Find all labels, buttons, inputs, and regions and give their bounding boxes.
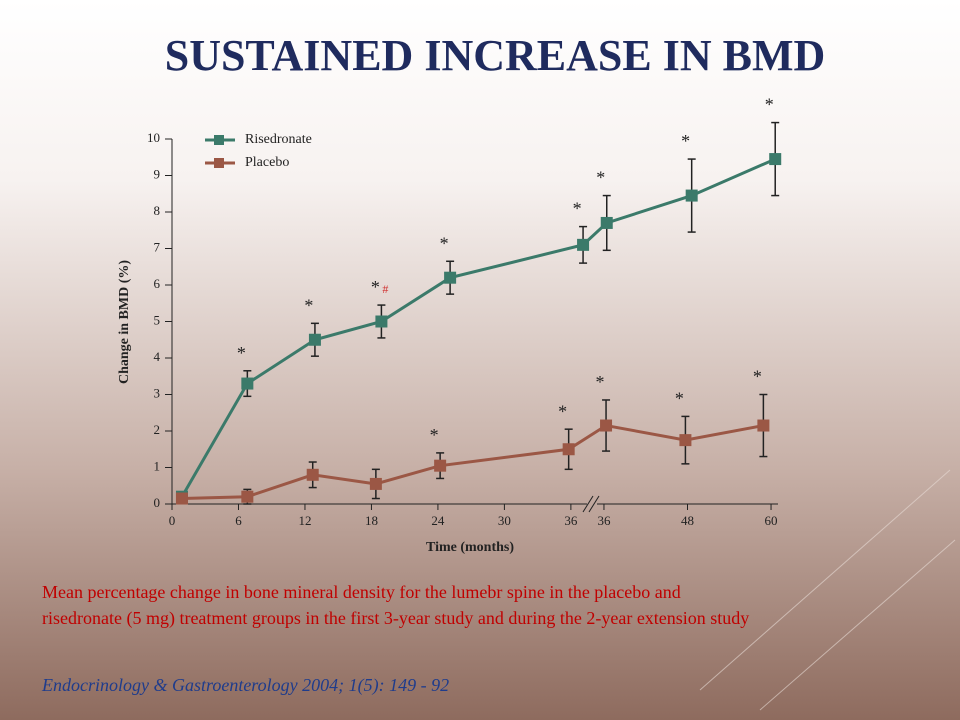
x-tick-label: 30 <box>498 513 511 528</box>
data-point <box>434 459 447 472</box>
data-point <box>757 419 770 432</box>
significance-label: * <box>573 199 582 219</box>
data-point <box>241 377 254 390</box>
significance-label: * <box>596 372 605 392</box>
significance-label: * <box>371 277 380 297</box>
significance-label: * <box>558 401 567 421</box>
legend-label: Risedronate <box>245 132 312 147</box>
x-tick-label: 6 <box>235 513 242 528</box>
x-tick-label: 0 <box>169 513 176 528</box>
slide-title: SUSTAINED INCREASE IN BMD <box>165 31 826 80</box>
significance-label: * <box>440 233 449 253</box>
y-tick-label: 5 <box>154 312 161 327</box>
significance-label: * <box>430 425 439 445</box>
data-point <box>308 333 321 346</box>
x-tick-label: 36 <box>564 513 578 528</box>
data-point <box>241 490 254 503</box>
data-point <box>600 419 613 432</box>
decor-line <box>759 539 956 711</box>
data-point <box>175 492 188 505</box>
axis-break <box>588 495 600 513</box>
y-tick-label: 0 <box>154 495 161 510</box>
significance-label: * <box>681 131 690 151</box>
y-tick-label: 1 <box>154 458 161 473</box>
significance-label: * <box>237 343 246 363</box>
significance-label: * <box>765 95 774 115</box>
y-tick-label: 6 <box>154 276 161 291</box>
data-point <box>679 434 692 447</box>
y-tick-label: 2 <box>154 422 161 437</box>
legend-marker <box>214 158 224 168</box>
legend-label: Placebo <box>245 155 289 170</box>
y-tick-label: 7 <box>154 239 161 254</box>
x-tick-label: 60 <box>765 513 778 528</box>
x-tick-label: 24 <box>431 513 445 528</box>
data-point <box>562 443 575 456</box>
significance-label: * <box>596 168 605 188</box>
decor-line <box>699 469 951 691</box>
data-point <box>600 216 613 229</box>
y-tick-label: 9 <box>154 166 161 181</box>
significance-label: * <box>304 295 313 315</box>
y-tick-label: 3 <box>154 385 161 400</box>
data-point <box>685 189 698 202</box>
significance-label: * <box>753 367 762 387</box>
data-point <box>769 153 782 166</box>
y-tick-label: 10 <box>147 130 160 145</box>
data-point <box>577 238 590 251</box>
citation: Endocrinology & Gastroenterology 2004; 1… <box>41 675 449 696</box>
series-line <box>181 423 764 501</box>
annotation: # <box>382 282 388 296</box>
significance-label: * <box>675 389 684 409</box>
y-tick-label: 4 <box>154 349 161 364</box>
data-point <box>306 468 319 481</box>
axis-break <box>582 495 594 513</box>
x-tick-label: 18 <box>365 513 378 528</box>
y-axis-label: Change in BMD (%) <box>117 260 132 384</box>
caption-line: Mean percentage change in bone mineral d… <box>42 582 681 602</box>
x-tick-label: 12 <box>298 513 311 528</box>
caption-line: risedronate (5 mg) treatment groups in t… <box>42 608 749 629</box>
data-point <box>369 477 382 490</box>
x-tick-label: 48 <box>681 513 694 528</box>
x-tick-label: 36 <box>597 513 611 528</box>
x-axis-label: Time (months) <box>426 540 514 555</box>
data-point <box>375 315 388 328</box>
legend-marker <box>214 135 224 145</box>
data-point <box>444 271 457 284</box>
y-tick-label: 8 <box>154 203 161 218</box>
